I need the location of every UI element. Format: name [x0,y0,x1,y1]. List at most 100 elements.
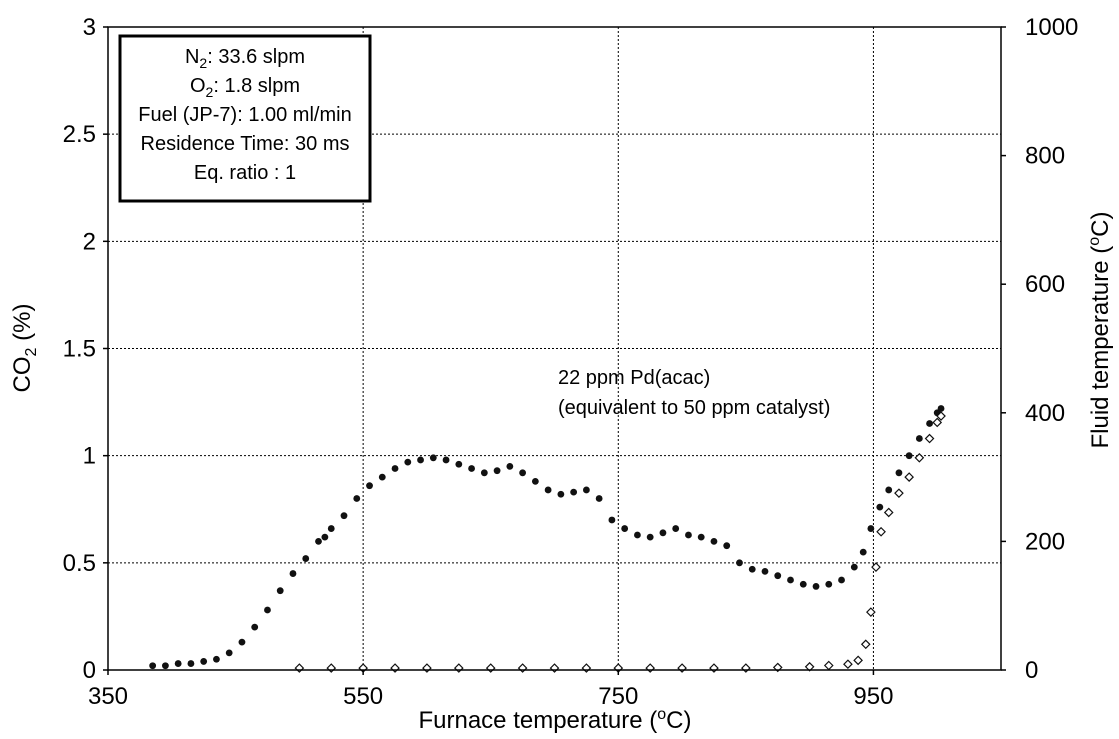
annotation-line-1: 22 ppm Pd(acac) [558,367,710,389]
y2-axis-title: Fluid temperature (oC) [1086,212,1114,449]
info-box-line: Fuel (JP-7): 1.00 ml/min [138,104,351,126]
fluid-temperature-point [936,411,946,421]
co2-point [915,435,923,442]
co2-point [315,538,322,545]
y2-tick-label: 600 [1025,271,1065,298]
co2-point [812,583,820,590]
co2-point [926,420,933,427]
y2-tick-label: 1000 [1025,14,1078,41]
fluid-temperature-point [924,433,935,444]
info-box-line: N2: 33.6 slpm [185,46,305,71]
fluid-temperature-point [883,507,894,518]
x-tick-label: 550 [343,683,383,710]
co2-point [455,460,463,468]
info-box [118,34,372,203]
co2-point [174,660,182,667]
fluid-temperature-point [581,663,592,673]
fluid-temperature-point [645,663,656,673]
co2-point [885,486,893,494]
co2-point [404,458,412,466]
co2-point [378,473,386,481]
annotation-line-2: (equivalent to 50 ppm catalyst) [558,397,830,419]
co2-point [774,572,782,580]
co2-point [480,469,488,477]
co2-point [621,525,629,532]
co2-point [895,469,903,477]
co2-point [442,456,450,464]
co2-point [905,452,913,460]
co2-point [659,529,667,537]
y-tick-label: 1.5 [63,336,96,363]
co2-point [850,563,858,571]
y-axis-title: CO2 (%) [9,304,40,393]
co2-point [468,465,475,472]
fluid-temperature-point [843,659,853,670]
co2-point [557,490,565,498]
co2-point [595,495,603,502]
co2-point [859,548,867,556]
co2-point [582,486,590,494]
fluid-temperature-point [294,663,305,673]
co2-point [327,525,335,532]
y-tick-label: 2 [83,228,96,255]
co2-point [340,512,348,520]
co2-point [697,533,705,541]
co2-point [867,525,875,532]
co2-point [672,525,680,532]
co2-point [723,542,731,550]
grid-lines [108,27,1001,670]
co2-point [429,454,437,462]
info-box-line: Residence Time: 30 ms [141,133,350,155]
x-tick-label: 350 [88,683,128,710]
info-box-line: Eq. ratio : 1 [194,162,296,184]
x-tick-label: 950 [853,683,893,710]
x-tick-label: 750 [598,683,638,710]
fluid-temperature-point [866,607,876,617]
fluid-temperature-point [517,663,528,673]
co2-point [251,623,259,631]
y-tick-label: 3 [83,14,96,41]
co2-point [761,568,769,575]
co2-point [149,662,157,670]
y2-tick-label: 200 [1025,528,1065,555]
fluid-temperature-point [914,452,925,463]
co2-point [736,559,743,567]
co2-point [838,576,845,584]
co2-point [391,465,399,472]
co2-point [748,565,756,573]
co2-point [264,606,271,614]
co2-point [646,533,654,541]
fluid-temperature-point [741,663,751,673]
co2-point [710,538,718,545]
co2-point [519,469,527,477]
fluid-temperature-point [904,472,914,482]
fluid-temperature-point [853,655,863,666]
fluid-temperature-point [390,663,400,673]
fluid-temperature-point [485,663,496,673]
co2-point [366,482,373,490]
co2-point [238,638,246,646]
co2-point [634,531,641,539]
co2-point [799,580,807,588]
co2-point [493,467,501,475]
co2-point [531,477,539,485]
co2-point [321,533,329,541]
fluid-temperature-point [823,660,834,671]
co2-point [570,488,578,496]
y-tick-label: 0.5 [63,550,96,577]
y2-tick-label: 800 [1025,143,1065,170]
co2-point [162,662,169,670]
fluid-temperature-point [709,663,719,673]
fluid-temperature-point [894,488,904,499]
co2-point [544,486,552,494]
co2-point [200,658,208,665]
co2-point [506,462,514,470]
y2-tick-label: 0 [1025,657,1038,684]
axis-ticks: 0 0.5 1 1.5 2 2.5 3 350 550 750 950 0 200 400 600 800 10… [63,14,1079,710]
fluid-temperature-point [871,562,881,572]
co2-point [225,649,233,657]
co2-point [289,570,297,577]
co2-point [608,516,616,524]
co2-point [353,495,361,502]
